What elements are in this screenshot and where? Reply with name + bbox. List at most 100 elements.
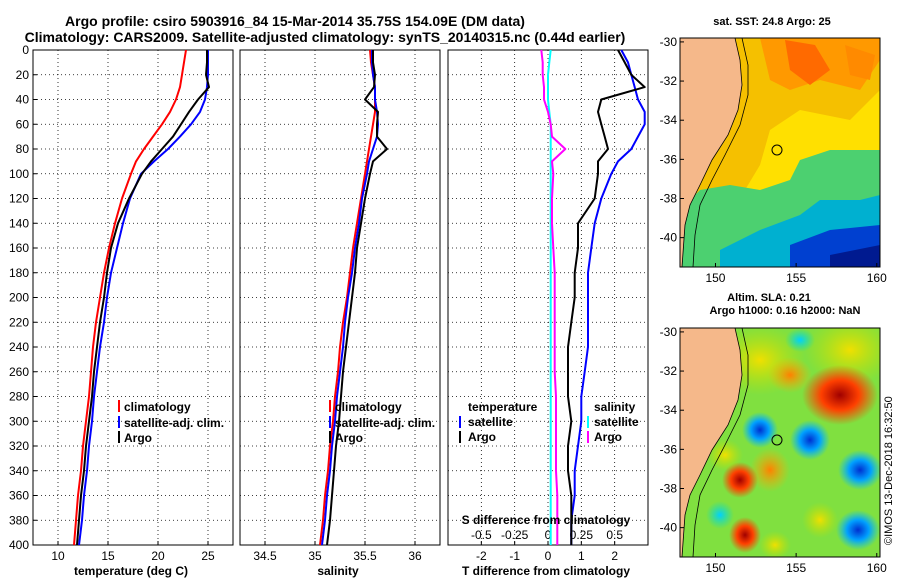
y-tick-label: 160 [9, 241, 29, 255]
sla-map-panel: Altim. SLA: 0.21 Argo h1000: 0.16 h2000:… [660, 292, 887, 575]
map-lat-label: -36 [660, 152, 678, 166]
sst-map-image [680, 38, 880, 267]
x-top-tick-label: -0.25 [501, 528, 529, 542]
map-lon-label: 155 [786, 271, 806, 285]
y-tick-label: 20 [16, 68, 30, 82]
y-tick-label: 120 [9, 192, 29, 206]
x-tick-label: 2 [611, 549, 618, 563]
series-line-salinity-argo [540, 49, 567, 545]
x-tick-label: 0 [545, 549, 552, 563]
x-tick-label: -1 [509, 549, 520, 563]
y-tick-label: 240 [9, 340, 29, 354]
sla-map-image [680, 328, 880, 557]
legend-title-salinity: salinity [594, 400, 636, 414]
series-line-temperature-argo [567, 49, 646, 545]
y-tick-label: 0 [22, 43, 29, 57]
sst-argo-location-marker [771, 144, 783, 156]
y-tick-label: 340 [9, 464, 29, 478]
imos-timestamp: ©IMOS 13-Dec-2018 16:32:50 [883, 396, 895, 545]
map-lon-label: 155 [786, 561, 806, 575]
y-tick-label: 60 [16, 117, 30, 131]
x-top-tick-label: -0.5 [471, 528, 492, 542]
map-lat-label: -38 [660, 481, 678, 495]
map-lat-label: -30 [660, 325, 678, 339]
map-lat-label: -40 [660, 231, 678, 245]
series-line-climatology [73, 49, 187, 546]
series-line-temperature-satellite [570, 49, 646, 545]
map-lat-label: -34 [660, 403, 678, 417]
difference-profile-panel: -2 -1 0 1 2 -0.5 -0.25 0 0.25 0.5 T difference f… [447, 49, 649, 578]
sla-argo-location-marker [771, 434, 783, 446]
map-lat-label: -38 [660, 191, 678, 205]
series-line-argo [326, 50, 388, 546]
map-lat-label: -32 [660, 74, 678, 88]
series-line-satellite-adj-clim- [321, 50, 379, 546]
legend-label-s-satellite: satellite [594, 415, 639, 429]
x-tick-label: 10 [51, 549, 65, 563]
temperature-legend: climatology satellite-adj. clim. Argo [118, 400, 224, 445]
map-lat-label: -36 [660, 442, 678, 456]
legend-label-t-argo: Argo [468, 430, 496, 444]
y-tick-label: 200 [9, 291, 29, 305]
legend-label-argo: Argo [124, 431, 152, 445]
series-line-salinity-satellite [547, 49, 552, 545]
salinity-profile-panel: 34.5 35 35.5 36 salinity climatology satell… [239, 49, 441, 578]
y-tick-label: 180 [9, 266, 29, 280]
sla-map-frame [679, 327, 881, 558]
x-tick-label: 34.5 [253, 549, 277, 563]
legend-title-temperature: temperature [468, 400, 538, 414]
sst-map-title: sat. SST: 24.8 Argo: 25 [713, 16, 831, 28]
map-lat-label: -32 [660, 364, 678, 378]
legend-label-satellite: satellite-adj. clim. [335, 416, 435, 430]
x-tick-label: 15 [101, 549, 115, 563]
y-tick-label: 100 [9, 167, 29, 181]
sst-map-panel: sat. SST: 24.8 Argo: 25 -30 -32 -34 -36 -38 -… [660, 16, 887, 285]
series-line-satellite-adj-clim- [78, 50, 209, 546]
series-line-argo [76, 50, 210, 546]
temperature-profile-panel: 0 20 40 60 80 100 120 140 160 180 200 220 240 260 280 3… [9, 43, 234, 578]
salinity-axes-frame [239, 49, 441, 546]
y-tick-label: 140 [9, 216, 29, 230]
x-tick-label: -2 [476, 549, 487, 563]
legend-label-climatology: climatology [124, 400, 191, 414]
y-tick-label: 280 [9, 390, 29, 404]
salinity-diff-legend: salinity satellite Argo [587, 400, 639, 444]
figure-title-line1: Argo profile: csiro 5903916_84 15-Mar-20… [65, 13, 525, 29]
y-tick-label: 400 [9, 538, 29, 552]
map-lon-label: 160 [867, 561, 887, 575]
legend-label-s-argo: Argo [594, 430, 622, 444]
y-tick-label: 260 [9, 365, 29, 379]
x-tick-label: 25 [201, 549, 215, 563]
x-top-tick-label: 0 [545, 528, 552, 542]
temperature-diff-legend: temperature satellite Argo [459, 400, 538, 444]
salinity-xlabel: salinity [317, 564, 359, 578]
temperature-xlabel: temperature (deg C) [74, 564, 188, 578]
sst-map-frame [679, 37, 881, 268]
x-tick-label: 1 [578, 549, 585, 563]
y-tick-label: 220 [9, 315, 29, 329]
y-tick-label: 380 [9, 513, 29, 527]
figure-title-line2: Climatology: CARS2009. Satellite-adjuste… [25, 29, 626, 45]
map-lon-label: 150 [705, 561, 725, 575]
x-tick-label: 20 [151, 549, 165, 563]
legend-label-climatology: climatology [335, 400, 402, 414]
map-lon-label: 160 [867, 271, 887, 285]
x-tick-label: 35.5 [353, 549, 377, 563]
y-tick-label: 320 [9, 439, 29, 453]
map-lat-label: -30 [660, 35, 678, 49]
y-tick-label: 80 [16, 142, 30, 156]
y-tick-label: 300 [9, 414, 29, 428]
difference-xlabel: T difference from climatology [462, 564, 630, 578]
x-top-tick-label: 0.25 [570, 528, 594, 542]
difference-xlabel-top: S difference from climatology [462, 513, 631, 527]
legend-label-satellite: satellite-adj. clim. [124, 416, 224, 430]
y-tick-label: 40 [16, 93, 30, 107]
sla-map-title-line2: Argo h1000: 0.16 h2000: NaN [709, 305, 860, 317]
map-lat-label: -40 [660, 521, 678, 535]
legend-label-argo: Argo [335, 431, 363, 445]
salinity-legend: climatology satellite-adj. clim. Argo [329, 400, 435, 445]
map-lon-label: 150 [705, 271, 725, 285]
y-tick-label: 360 [9, 489, 29, 503]
x-top-tick-label: 0.5 [606, 528, 623, 542]
